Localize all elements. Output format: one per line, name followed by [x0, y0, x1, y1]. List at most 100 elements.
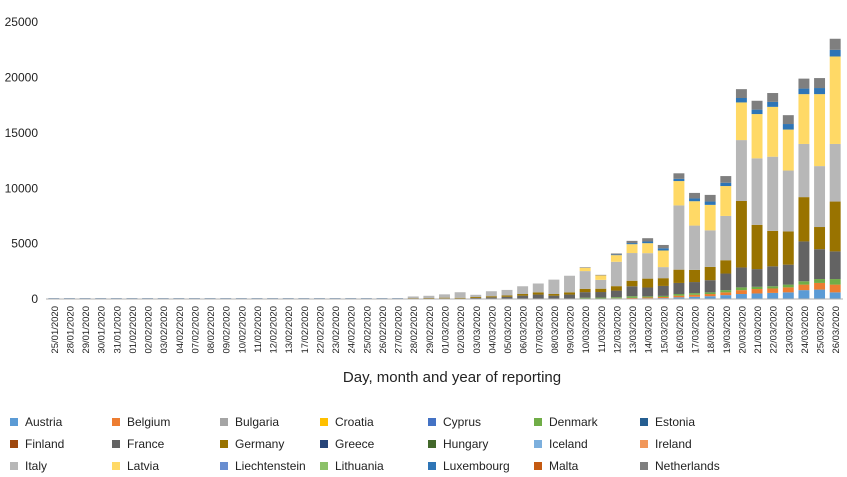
bar-segment [751, 224, 763, 270]
bar-segment [704, 292, 716, 295]
bar-segment [642, 296, 654, 298]
bar-segment [751, 114, 763, 159]
bar-segment [595, 274, 607, 276]
x-tick-label: 25/02/2020 [362, 306, 373, 354]
legend-swatch [220, 462, 228, 470]
legend-item: Denmark [534, 415, 598, 429]
y-axis: 0 5000 10000 15000 20000 25000 [5, 15, 39, 306]
legend-item: Latvia [112, 459, 159, 473]
bar-segment [829, 279, 841, 285]
bar-segment [548, 294, 560, 296]
x-tick-label: 24/02/2020 [347, 306, 358, 354]
bar-segment [532, 292, 544, 295]
legend-label: Greece [335, 437, 375, 451]
bar-segment [814, 78, 826, 89]
bar-segment [782, 284, 794, 288]
x-tick-label: 05/03/2020 [503, 306, 514, 354]
legend-label: Belgium [127, 415, 171, 429]
bar-segment [657, 250, 669, 268]
bar-segment [579, 292, 591, 298]
legend-swatch [320, 418, 328, 426]
bar-segment [610, 254, 622, 256]
legend-swatch [112, 440, 120, 448]
legend-label: Bulgaria [235, 415, 280, 429]
legend-label: Germany [235, 437, 285, 451]
x-axis: 25/01/2020 28/01/2020 29/01/2020 30/01/2020… [50, 306, 842, 354]
bar-segment [829, 284, 841, 293]
legend-swatch [10, 418, 18, 426]
x-tick-label: 12/02/2020 [269, 306, 280, 354]
bar-segment [595, 297, 607, 299]
bar-segment [642, 253, 654, 279]
legend-item: Ireland [640, 437, 692, 451]
legend-swatch [428, 462, 436, 470]
bar-segment [626, 243, 638, 245]
x-tick-label: 02/03/2020 [456, 306, 467, 354]
legend-label: Denmark [549, 415, 598, 429]
x-tick-label: 28/01/2020 [65, 306, 76, 354]
bar-segment [782, 231, 794, 265]
bar-segment [829, 38, 841, 50]
y-tick-label: 0 [31, 292, 38, 306]
bar-segment [642, 297, 654, 299]
legend-item: Austria [10, 415, 62, 429]
bar-segment [720, 292, 732, 296]
bar-segment [798, 143, 810, 198]
bar-segment [798, 88, 810, 95]
bar-segment [829, 292, 841, 299]
bar-segment [720, 290, 732, 293]
x-tick-label: 29/01/2020 [81, 306, 92, 354]
bar-segment [704, 204, 716, 231]
bar-segment [720, 186, 732, 216]
bar-segment [485, 291, 497, 297]
bar-segment [704, 280, 716, 293]
legend-swatch [428, 418, 436, 426]
x-tick-label: 08/03/2020 [550, 306, 561, 354]
x-tick-label: 01/02/2020 [128, 306, 139, 354]
legend-item: Liechtenstein [220, 459, 306, 473]
bar-segment [704, 194, 716, 202]
legend-label: Croatia [335, 415, 374, 429]
x-tick-label: 02/02/2020 [144, 306, 155, 354]
legend-swatch [320, 440, 328, 448]
bar-segment [579, 271, 591, 289]
bar-segment [720, 215, 732, 261]
legend-swatch [640, 462, 648, 470]
bar-segment [704, 294, 716, 297]
legend-item: Greece [320, 437, 374, 451]
bar-segment [626, 296, 638, 298]
bar-segment [689, 269, 701, 283]
bar-segment [673, 178, 685, 182]
x-tick-label: 09/02/2020 [222, 306, 233, 354]
bar-segment [814, 88, 826, 95]
bar-segment [595, 275, 607, 280]
bar-segment [610, 290, 622, 298]
bar-segment [689, 192, 701, 199]
bar-segment [595, 288, 607, 293]
legend-item: Cyprus [428, 415, 481, 429]
y-tick-label: 15000 [5, 126, 39, 140]
bar-segment [610, 286, 622, 291]
x-tick-label: 26/03/2020 [831, 306, 842, 354]
bar-segment [642, 287, 654, 297]
x-tick-label: 27/02/2020 [394, 306, 405, 354]
bar-segment [735, 200, 747, 268]
x-tick-label: 03/03/2020 [472, 306, 483, 354]
bar-segment [673, 181, 685, 206]
x-tick-label: 26/02/2020 [378, 306, 389, 354]
bar-segment [704, 230, 716, 267]
bar-segment [626, 286, 638, 297]
bar-segment [673, 205, 685, 270]
bar-segment [735, 290, 747, 295]
bar-segment [564, 292, 575, 295]
bar-segment [767, 286, 779, 289]
legend-swatch [112, 462, 120, 470]
legend-label: Lithuania [335, 459, 384, 473]
bar-segment [439, 297, 450, 299]
bar-segment [657, 285, 669, 296]
bar-segment [782, 124, 794, 130]
x-tick-label: 25/01/2020 [50, 306, 61, 354]
bar-segment [610, 255, 622, 262]
bar-segment [454, 297, 466, 299]
bar-segment [814, 249, 826, 280]
